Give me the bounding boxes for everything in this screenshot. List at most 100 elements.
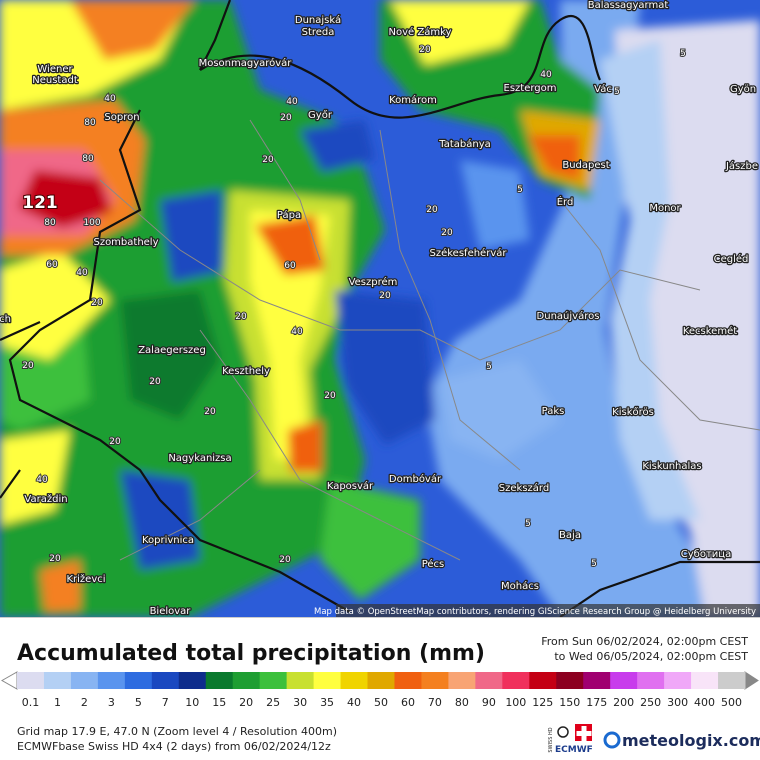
city-label: Paks (542, 406, 565, 417)
borders (0, 0, 760, 617)
contour-label: 20 (22, 361, 34, 371)
city-label: Суботица (681, 549, 731, 560)
legend-swatch (637, 672, 665, 689)
contour-label: 5 (517, 185, 523, 195)
legend-label: 150 (559, 696, 580, 709)
legend-swatch (421, 672, 449, 689)
contour-label: 5 (680, 49, 686, 59)
city-label: Mohács (501, 580, 539, 592)
contour-label: 20 (235, 312, 247, 322)
contour-label: 20 (204, 407, 216, 417)
legend-label: 25 (266, 696, 280, 709)
contour-label: 80 (84, 118, 96, 128)
model-info: ECMWFbase Swiss HD 4x4 (2 days) from 06/… (17, 740, 331, 753)
legend-swatch (286, 672, 315, 689)
city-label: Mosonmagyaróvár (199, 57, 293, 69)
contour-label: 20 (324, 391, 336, 401)
legend-label: 40 (347, 696, 361, 709)
contour-label: 40 (36, 475, 48, 485)
legend-swatch (97, 672, 126, 689)
city-label: Székesfehérvár (430, 247, 508, 259)
city-label: Kiskunhalas (642, 461, 701, 472)
city-label: Pécs (422, 558, 445, 570)
legend-swatch (394, 672, 422, 689)
legend-swatch (610, 672, 638, 689)
city-label: Szekszárd (499, 482, 549, 494)
city-label: Neustadt (32, 75, 78, 86)
contour-label: 80 (44, 218, 56, 228)
city-label: Dombóvár (389, 473, 442, 485)
legend-swatch (124, 672, 153, 689)
legend-title: Accumulated total precipitation (mm) (17, 641, 485, 666)
legend-arrow-low (0, 671, 18, 690)
city-label: Kecskemét (683, 325, 737, 337)
city-label: Monor (649, 203, 681, 214)
grid-info: Grid map 17.9 E, 47.0 N (Zoom level 4 / … (17, 725, 337, 738)
contour-label: 40 (540, 70, 552, 80)
legend-label: 80 (455, 696, 469, 709)
city-label: Kiskőrös (612, 406, 654, 418)
brand: meteologix.com (622, 731, 760, 750)
city-label: Wiener (37, 64, 73, 75)
legend-label: 5 (135, 696, 142, 709)
contour-label: 20 (49, 554, 61, 564)
city-label: Nové Zámky (389, 26, 452, 38)
legend-label: 70 (428, 696, 442, 709)
city-label: Dunajská (295, 14, 341, 26)
contour-label: 40 (76, 268, 88, 278)
legend-swatch (313, 672, 342, 689)
city-label: Varaždin (24, 493, 67, 505)
legend-swatch (259, 672, 288, 689)
legend-swatch (205, 672, 234, 689)
contour-label: 20 (441, 228, 453, 238)
city-label: Vác (594, 83, 612, 95)
contour-label: 20 (426, 205, 438, 215)
legend-swatch (556, 672, 584, 689)
city-label: Jászbe (725, 160, 758, 172)
legend-label: 0.1 (22, 696, 40, 709)
legend-label: 200 (613, 696, 634, 709)
city-label: Keszthely (222, 366, 270, 377)
attribution: Map data © OpenStreetMap contributors, r… (314, 607, 756, 617)
legend-swatch (448, 672, 476, 689)
city-label: Sopron (104, 112, 139, 123)
city-label: Tatabánya (438, 138, 491, 150)
contour-label: 20 (149, 377, 161, 387)
legend-swatch (502, 672, 530, 689)
legend-label: 90 (482, 696, 496, 709)
contour-label: 5 (525, 519, 531, 529)
legend-label: 7 (162, 696, 169, 709)
brand-icon (603, 731, 621, 749)
contour-label: 20 (419, 45, 431, 55)
legend-swatch (70, 672, 99, 689)
legend-label: 2 (81, 696, 88, 709)
legend-label: 60 (401, 696, 415, 709)
period-to: to Wed 06/05/2024, 02:00pm CEST (554, 650, 748, 663)
city-label: Kaposvár (327, 480, 374, 492)
contour-labels: 80 80 80 60 40 20 20 40 40 20 20 60 40 20 20 20 20 20 40 20… (21, 44, 687, 570)
city-label: Veszprém (349, 276, 398, 288)
legend-swatch (691, 672, 719, 689)
contour-label: 20 (279, 555, 291, 565)
legend-label: 400 (694, 696, 715, 709)
legend-label: 1 (54, 696, 61, 709)
legend-swatch (664, 672, 692, 689)
contour-label: 20 (91, 298, 103, 308)
legend-label: 10 (185, 696, 199, 709)
legend-label: 30 (293, 696, 307, 709)
legend-swatch (583, 672, 611, 689)
contour-label: 80 (82, 154, 94, 164)
period-from: From Sun 06/02/2024, 02:00pm CEST (541, 635, 748, 648)
city-label: Bielovar (150, 606, 192, 617)
legend-label: 20 (239, 696, 253, 709)
color-legend: 0.1 1 2 3 5 7 10 15 20 25 30 35 40 50 60 70 80 90 100 125 15… (0, 671, 759, 709)
legend-swatch (43, 672, 72, 689)
legend-swatch (178, 672, 207, 689)
city-label: ch (0, 314, 11, 325)
badge-icon (557, 726, 569, 738)
contour-label: 5 (486, 362, 492, 372)
city-label: Križevci (66, 573, 105, 585)
